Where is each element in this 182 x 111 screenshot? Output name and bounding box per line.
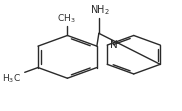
Text: CH$_3$: CH$_3$ <box>57 13 76 25</box>
Text: H$_3$C: H$_3$C <box>2 73 21 85</box>
Text: N: N <box>110 40 118 50</box>
Text: NH$_2$: NH$_2$ <box>90 3 110 17</box>
